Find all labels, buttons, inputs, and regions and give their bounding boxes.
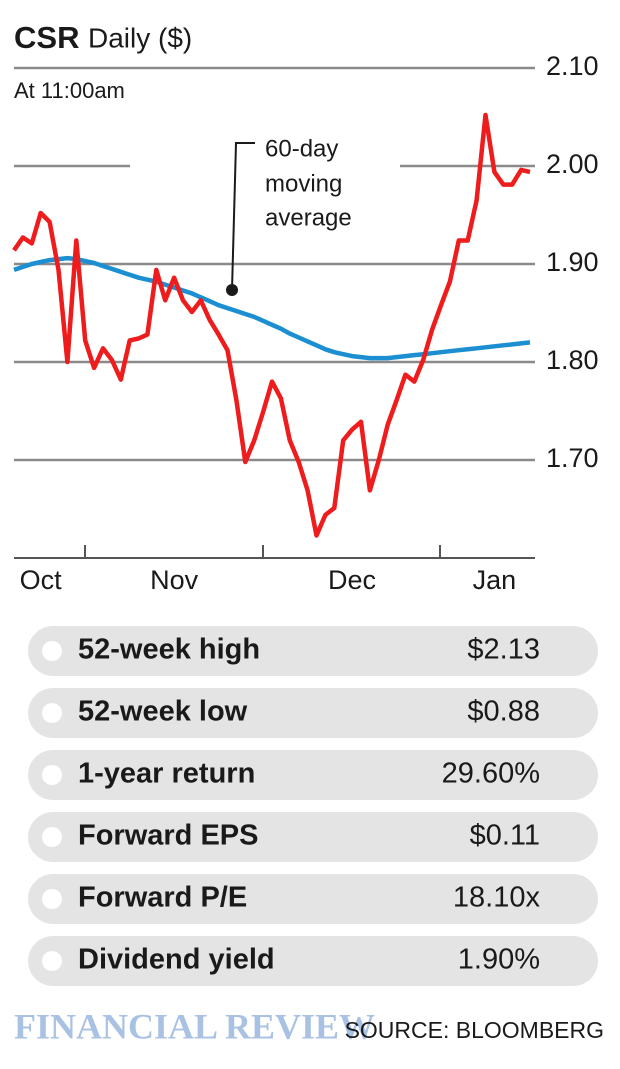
stat-row xyxy=(28,812,598,862)
stat-row xyxy=(28,626,598,676)
source: SOURCE: BLOOMBERG xyxy=(345,1017,604,1043)
annotation: average xyxy=(265,204,352,231)
stat-bullet xyxy=(42,703,62,723)
stat-row xyxy=(28,688,598,738)
stat-label: 1-year return xyxy=(78,758,255,790)
stat-row xyxy=(28,936,598,986)
stat-row xyxy=(28,750,598,800)
x-tick-label: Dec xyxy=(328,565,376,595)
annotation-mask xyxy=(130,152,400,180)
annotation: 60-day xyxy=(265,135,338,162)
x-tick-label: Nov xyxy=(150,565,199,595)
chart-subtitle: At 11:00am xyxy=(14,78,125,103)
chart-title-suffix: Daily ($) xyxy=(88,22,192,53)
brand: FINANCIAL REVIEW xyxy=(14,1006,375,1046)
series-line xyxy=(13,255,531,361)
stats-table: 52-week high $2.13 52-week low $0.88 1-year … xyxy=(28,626,598,986)
x-tick-label: Jan xyxy=(473,565,517,595)
series-line xyxy=(12,112,531,538)
stat-label: Dividend yield xyxy=(78,944,275,976)
stat-bullet xyxy=(42,951,62,971)
stat-value: $0.11 xyxy=(470,820,540,852)
stat-label: Forward P/E xyxy=(78,882,247,914)
stat-bullet xyxy=(42,889,62,909)
stat-bullet xyxy=(42,827,62,847)
stat-label: Forward EPS xyxy=(78,820,259,852)
y-tick-label: 2.10 xyxy=(546,51,599,81)
chart-title: CSR xyxy=(14,20,79,55)
stat-value: $2.13 xyxy=(467,634,540,666)
y-tick-label: 2.00 xyxy=(546,149,599,179)
lines xyxy=(12,112,531,538)
stat-value: $0.88 xyxy=(467,696,540,728)
y-tick-label: 1.70 xyxy=(546,443,599,473)
stat-value: 1.90% xyxy=(458,944,540,976)
y-tick-label: 1.90 xyxy=(546,247,599,277)
stat-value: 29.60% xyxy=(442,758,540,790)
stat-value: 18.10x xyxy=(453,882,541,914)
stat-bullet xyxy=(42,765,62,785)
annotation-pointer xyxy=(231,142,255,291)
stat-row xyxy=(28,874,598,924)
annotation-dot xyxy=(226,284,238,296)
x-tick-label: Oct xyxy=(20,565,63,595)
stat-bullet xyxy=(42,641,62,661)
y-tick-label: 1.80 xyxy=(546,345,599,375)
annotation: moving xyxy=(265,170,342,197)
stat-label: 52-week high xyxy=(78,634,260,666)
stat-label: 52-week low xyxy=(78,696,248,728)
